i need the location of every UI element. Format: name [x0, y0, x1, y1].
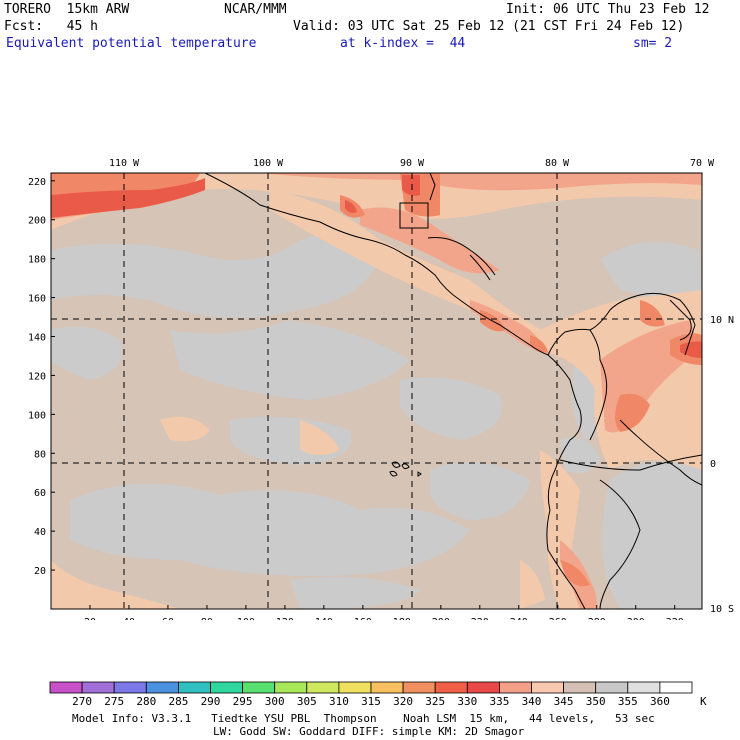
lat-label-0: 0 [710, 459, 716, 470]
legend-value: 330 [457, 695, 477, 708]
legend-swatch [434, 681, 468, 694]
model-info-line: Model Info: V3.3.1 Tiedtke YSU PBL Thomp… [72, 712, 655, 725]
theta-e-field [51, 173, 702, 609]
lon-label-80w: 80 W [545, 158, 570, 169]
lon-label-100w: 100 W [253, 158, 284, 169]
lon-label-70w: 70 W [690, 158, 715, 169]
legend-swatch [466, 681, 500, 694]
legend-labels: 270 275 280 285 290 295 300 305 310 315 320 325 330 3… [72, 695, 670, 708]
y-tick-label: 160 [28, 294, 46, 305]
lat-label-10s: 10 S [710, 604, 734, 615]
legend-value: 295 [233, 695, 253, 708]
legend-value: 275 [104, 695, 124, 708]
x-tick-label: 300 [627, 617, 645, 620]
legend-value: 305 [297, 695, 317, 708]
legend-swatch [595, 681, 629, 694]
y-tick-label: 80 [34, 449, 46, 460]
y-tick-label: 100 [28, 410, 46, 421]
legend-value: 355 [618, 695, 638, 708]
legend-value: 315 [361, 695, 381, 708]
legend-value: 285 [168, 695, 188, 708]
smoothing-label: sm= 2 [633, 36, 673, 51]
map-panel: 20 40 60 80 100 120 140 160 180 200 220 20 40 60 80 10… [0, 150, 740, 628]
valid-time: Valid: 03 UTC Sat 25 Feb 12 (21 CST Fri … [293, 19, 685, 34]
legend-value: 335 [489, 695, 509, 708]
level-label: at k-index = 44 [340, 36, 466, 51]
color-legend: 270 275 280 285 290 295 300 305 310 315 320 325 330 3… [0, 675, 740, 715]
init-time: Init: 06 UTC Thu 23 Feb 12 [506, 2, 710, 17]
y-tick-label: 60 [34, 488, 46, 499]
legend-swatch [81, 681, 115, 694]
legend-value: 270 [72, 695, 92, 708]
legend-swatches [49, 681, 693, 694]
legend-swatch [531, 681, 564, 694]
x-tick-label: 80 [201, 617, 213, 620]
legend-swatch [242, 681, 276, 694]
lon-label-110w: 110 W [109, 158, 140, 169]
y-tick-label: 40 [34, 527, 46, 538]
coastlines [204, 173, 702, 609]
x-tick-label: 240 [510, 617, 528, 620]
galapagos-islands [389, 461, 422, 477]
legend-value: 300 [265, 695, 285, 708]
legend-swatch [210, 681, 243, 694]
legend-swatch [659, 681, 693, 694]
legend-value: 360 [650, 695, 670, 708]
model-title: TORERO 15km ARW [4, 2, 130, 17]
x-tick-label: 280 [588, 617, 606, 620]
x-tick-label: 220 [471, 617, 489, 620]
organization-label: NCAR/MMM [224, 2, 287, 17]
x-tick-label: 140 [315, 617, 333, 620]
legend-swatch [498, 681, 532, 694]
legend-swatch [145, 681, 179, 694]
field-gray-patches [51, 235, 702, 609]
x-tick-label: 20 [84, 617, 96, 620]
y-tick-label: 120 [28, 371, 46, 382]
x-tick-label: 180 [393, 617, 411, 620]
legend-swatch [338, 681, 372, 694]
legend-swatch [627, 681, 661, 694]
lat-label-10n: 10 N [710, 315, 734, 326]
map-frame [50, 172, 703, 610]
legend-value: 340 [522, 695, 542, 708]
y-tick-label: 20 [34, 566, 46, 577]
x-tick-label: 60 [162, 617, 174, 620]
legend-value: 350 [586, 695, 606, 708]
lon-label-90w: 90 W [400, 158, 425, 169]
y-tick-label: 220 [28, 177, 46, 188]
forecast-hour: Fcst: 45 h [4, 19, 98, 34]
physics-info-line: LW: Godd SW: Goddard DIFF: simple KM: 2D… [213, 725, 525, 738]
y-axis: 20 40 60 80 100 120 140 160 180 200 220 [28, 177, 55, 577]
legend-swatch [49, 681, 83, 694]
legend-unit: K [700, 695, 707, 708]
y-tick-label: 180 [28, 255, 46, 266]
legend-svg: 270 275 280 285 290 295 300 305 310 315 320 325 330 3… [49, 681, 707, 708]
x-tick-label: 40 [123, 617, 135, 620]
x-tick-label: 200 [432, 617, 450, 620]
field-name: Equivalent potential temperature [6, 36, 257, 51]
legend-swatch [563, 681, 597, 694]
legend-value: 345 [554, 695, 574, 708]
legend-swatch [306, 681, 340, 694]
x-tick-label: 160 [354, 617, 372, 620]
graticule [51, 173, 702, 609]
legend-value: 290 [201, 695, 221, 708]
legend-swatch [274, 681, 308, 694]
y-tick-label: 200 [28, 216, 46, 227]
legend-swatch [370, 681, 404, 694]
legend-swatch [402, 681, 436, 694]
legend-swatch [113, 681, 147, 694]
legend-value: 310 [329, 695, 349, 708]
legend-value: 325 [425, 695, 445, 708]
x-tick-label: 320 [666, 617, 684, 620]
legend-swatch [177, 681, 211, 694]
y-tick-label: 140 [28, 333, 46, 344]
x-tick-label: 260 [549, 617, 567, 620]
legend-value: 320 [393, 695, 413, 708]
x-tick-label: 120 [276, 617, 294, 620]
x-tick-label: 100 [237, 617, 255, 620]
legend-value: 280 [136, 695, 156, 708]
map-svg: 20 40 60 80 100 120 140 160 180 200 220 20 40 60 80 10… [28, 158, 734, 628]
